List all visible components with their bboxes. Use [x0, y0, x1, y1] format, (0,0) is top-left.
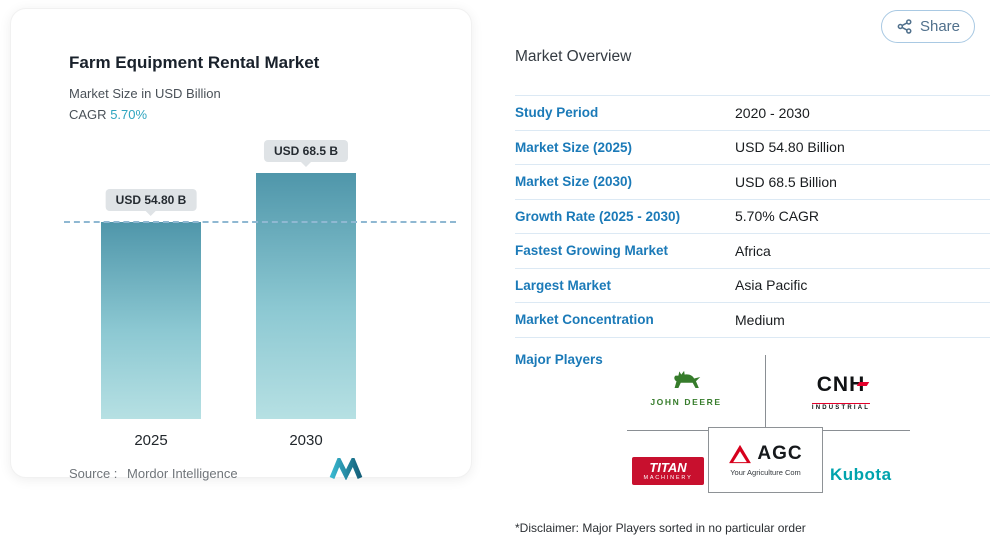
overview-heading: Market Overview	[515, 48, 632, 65]
fact-value: 2020 - 2030	[735, 104, 810, 121]
titan-wordmark: TITAN	[649, 459, 687, 475]
fact-value: USD 68.5 Billion	[735, 173, 837, 190]
bar-chart-plot: USD 54.80 B 2025 USD 68.5 B 2030	[56, 129, 456, 449]
table-row: Market Concentration Medium	[515, 303, 990, 338]
agc-sub-wordmark: Your Agriculture Com	[730, 468, 801, 477]
cnh-red-accent	[857, 382, 870, 386]
fact-value: Medium	[735, 311, 785, 328]
cnh-wordmark: CNH	[817, 374, 870, 395]
fact-label: Study Period	[515, 105, 599, 121]
chart-subtitle: Market Size in USD Billion	[69, 86, 221, 101]
connector-line-vertical	[765, 355, 766, 431]
chart-cagr: CAGR 5.70%	[69, 107, 147, 122]
bar	[101, 222, 201, 419]
cagr-label: CAGR	[69, 107, 107, 122]
table-row: Largest Market Asia Pacific	[515, 269, 990, 303]
disclaimer-text: *Disclaimer: Major Players sorted in no …	[515, 521, 806, 535]
mordor-intelligence-logo	[329, 454, 363, 485]
cnh-sub-wordmark: INDUSTRIAL	[811, 402, 871, 411]
titan-sub-wordmark: MACHINERY	[643, 475, 693, 482]
table-row: Fastest Growing Market Africa	[515, 234, 990, 269]
fact-label: Market Size (2030)	[515, 174, 633, 190]
major-players-diagram: JOHN DEERE CNH INDUSTRIAL TITAN MACHINER…	[625, 355, 915, 500]
table-row: Growth Rate (2025 - 2030) 5.70% CAGR	[515, 200, 990, 234]
reference-line	[64, 221, 456, 224]
fact-value: Asia Pacific	[735, 277, 808, 294]
fact-value: USD 54.80 Billion	[735, 139, 845, 156]
bar-value-label: USD 68.5 B	[273, 144, 339, 158]
john-deere-wordmark: JOHN DEERE	[650, 397, 722, 407]
share-button[interactable]: Share	[881, 10, 975, 43]
table-row: Study Period 2020 - 2030	[515, 96, 990, 131]
major-players-label: Major Players	[515, 352, 603, 367]
bar	[256, 173, 356, 419]
market-chart-card: Farm Equipment Rental Market Market Size…	[10, 8, 472, 481]
fact-label: Growth Rate (2025 - 2030)	[515, 208, 681, 224]
table-row: Market Size (2025) USD 54.80 Billion	[515, 131, 990, 165]
table-row: Market Size (2030) USD 68.5 Billion	[515, 165, 990, 200]
fact-value: Africa	[735, 242, 771, 259]
fact-value: 5.70% CAGR	[735, 208, 820, 225]
bar-value-label: USD 54.80 B	[115, 193, 187, 208]
kubota-logo: Kubota	[830, 465, 892, 484]
x-axis-label: 2025	[134, 432, 168, 449]
bar-value-chip: USD 68.5 B	[263, 140, 349, 167]
chart-source: Source : Mordor Intelligence	[69, 466, 238, 481]
agc-logo: AGC Your Agriculture Com	[708, 427, 823, 493]
agc-wordmark: AGC	[757, 443, 803, 464]
john-deere-logo: JOHN DEERE	[643, 365, 729, 407]
overview-table: Study Period 2020 - 2030 Market Size (20…	[515, 95, 990, 338]
agc-triangle-icon	[728, 444, 752, 464]
titan-machinery-logo: TITAN MACHINERY	[632, 457, 704, 485]
x-axis-label: 2030	[289, 432, 323, 449]
source-value: Mordor Intelligence	[127, 466, 238, 481]
cagr-value: 5.70%	[110, 107, 148, 122]
fact-label: Fastest Growing Market	[515, 243, 669, 259]
bar-value-chip: USD 54.80 B	[105, 189, 197, 217]
share-icon	[896, 18, 913, 35]
fact-label: Market Concentration	[515, 312, 654, 328]
cnh-industrial-logo: CNH INDUSTRIAL	[801, 374, 881, 414]
deer-icon	[667, 370, 705, 394]
share-button-label: Share	[919, 18, 961, 35]
chart-title: Farm Equipment Rental Market	[69, 53, 320, 72]
source-label: Source :	[69, 466, 118, 481]
fact-label: Market Size (2025)	[515, 139, 633, 155]
fact-label: Largest Market	[515, 277, 612, 293]
